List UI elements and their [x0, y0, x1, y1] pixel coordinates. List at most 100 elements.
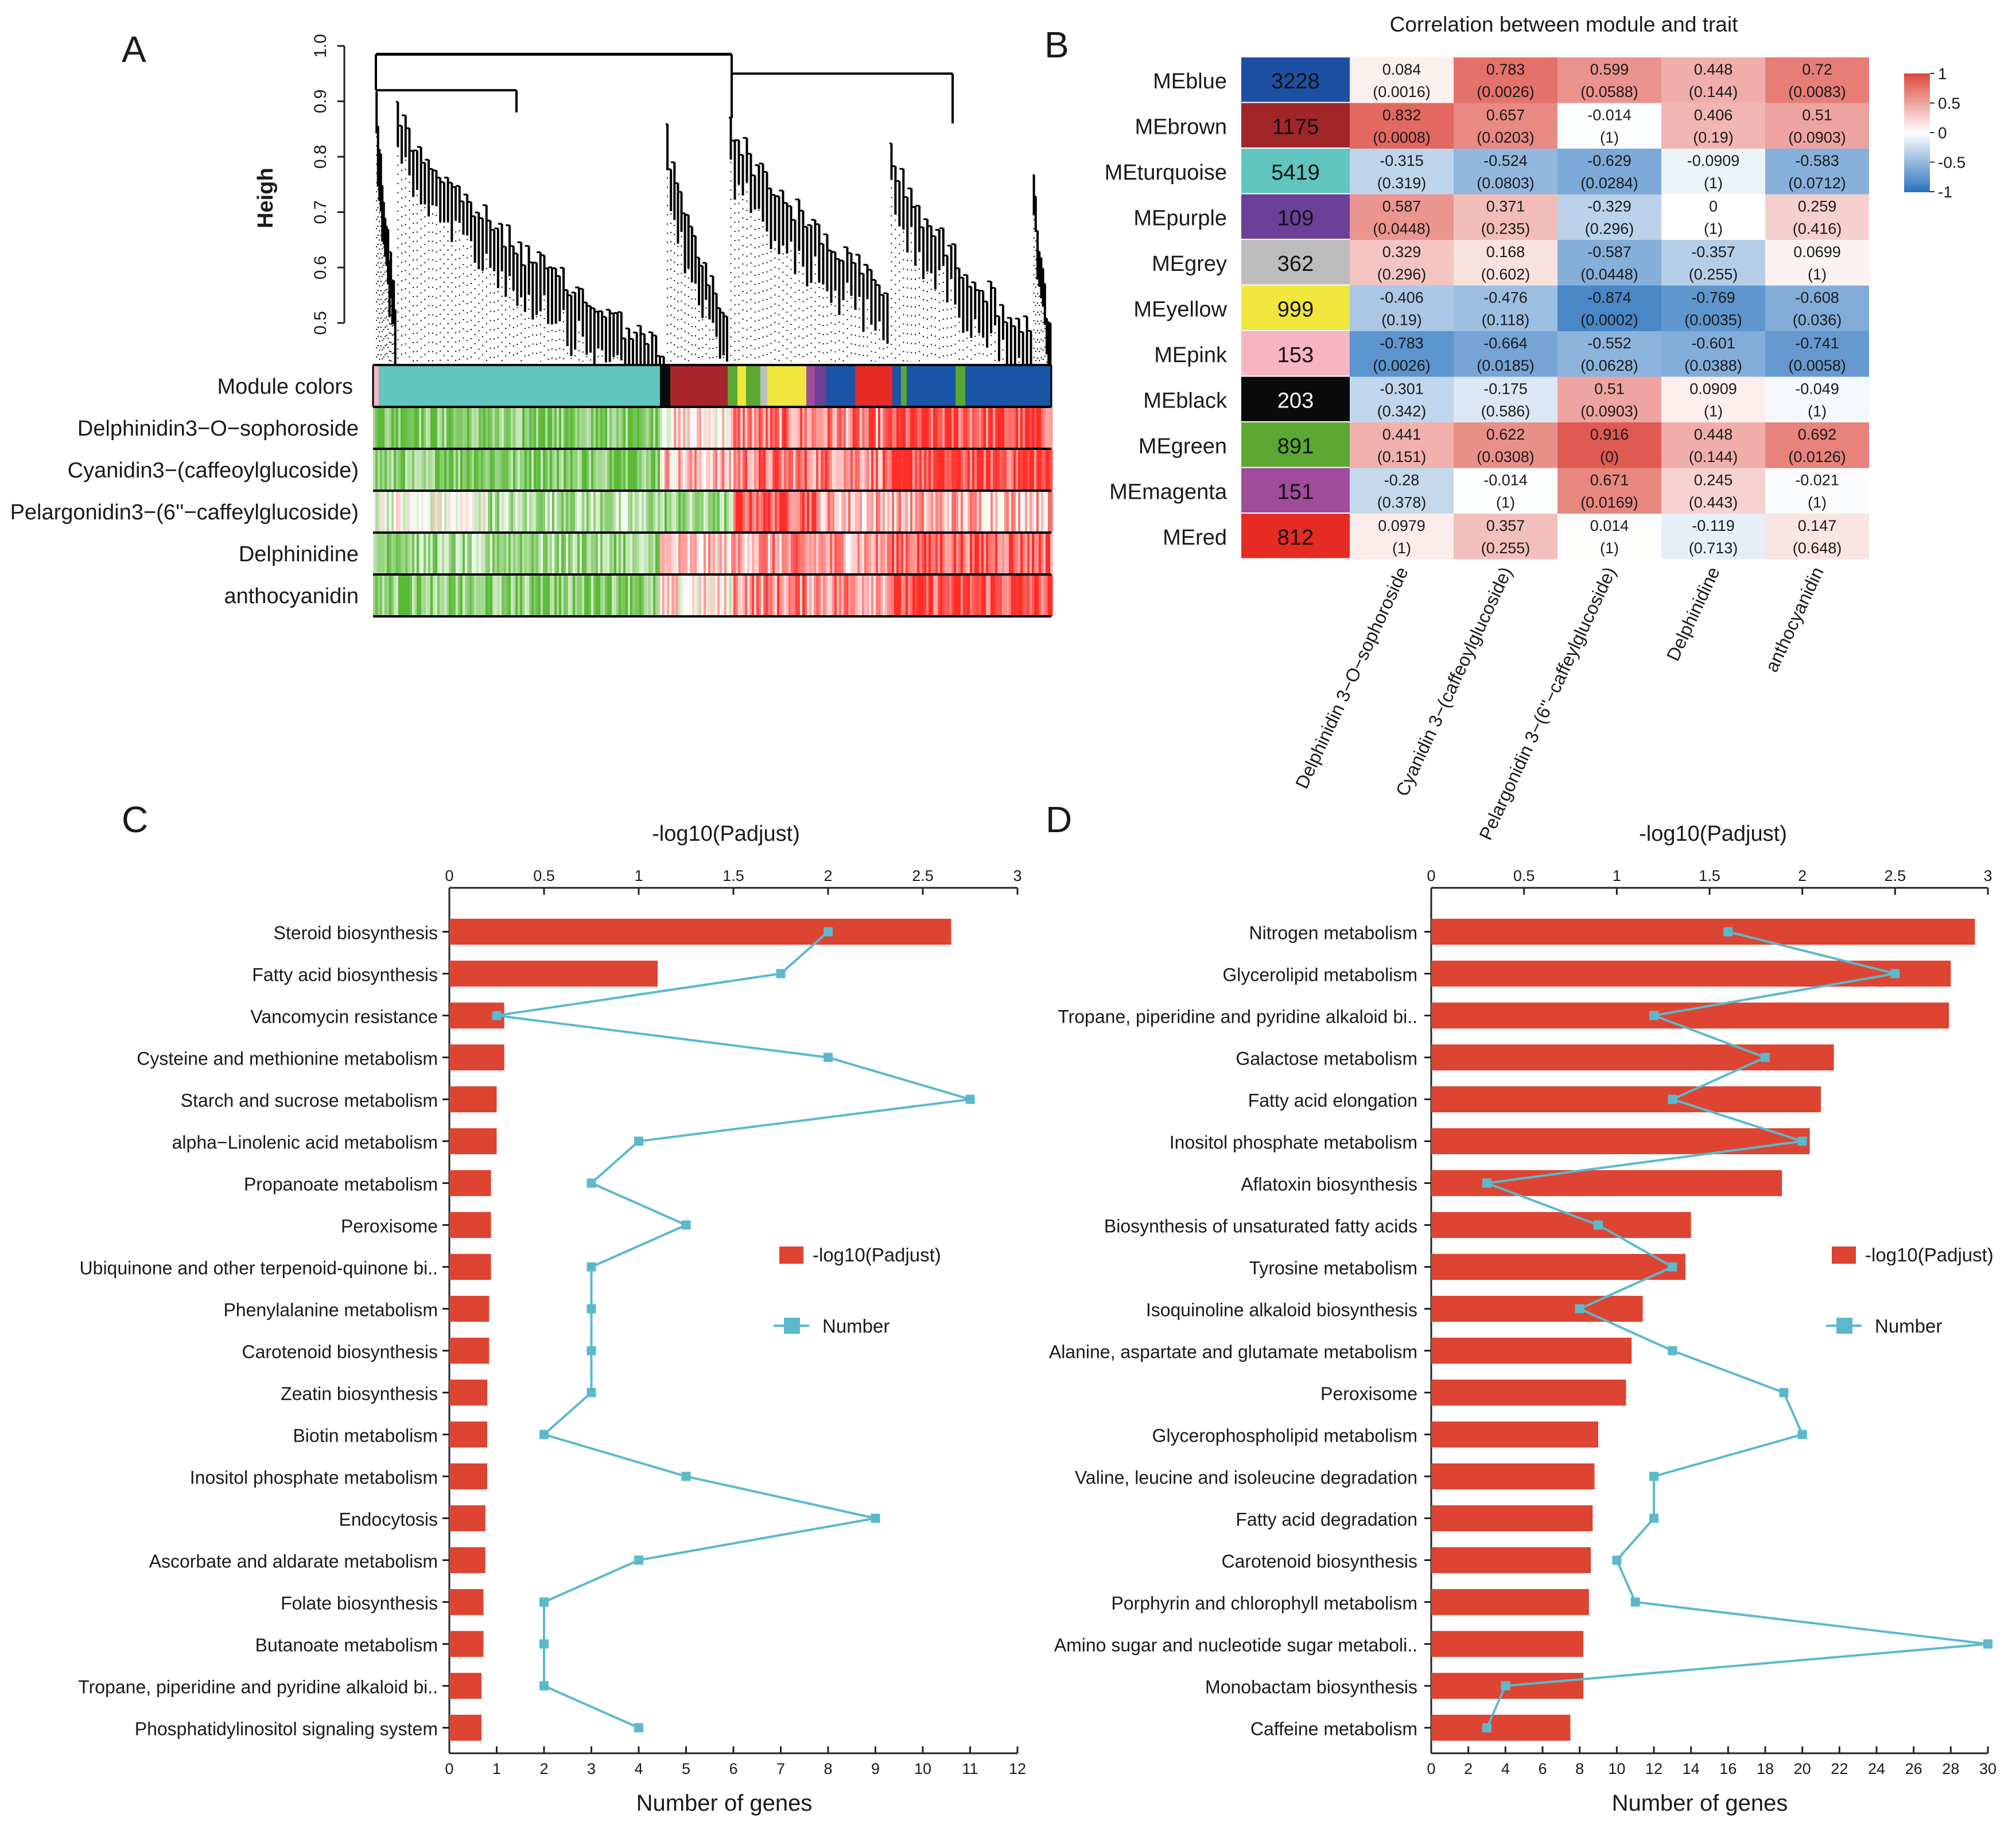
number-marker	[1668, 1262, 1677, 1272]
trait-band-strip	[398, 491, 401, 533]
trait-band-strip	[903, 407, 906, 449]
trait-band-strip	[740, 407, 743, 449]
trait-band-strip	[685, 491, 688, 533]
trait-band-strip	[961, 407, 964, 449]
trait-band-strip	[1013, 491, 1016, 533]
top-axis-tick-label: 2	[1798, 867, 1807, 884]
heatmap-cell-pvalue: (0.0628)	[1580, 357, 1638, 374]
trait-band-strip	[759, 491, 762, 533]
trait-band-strip	[818, 449, 821, 491]
trait-band-strip	[979, 533, 982, 574]
trait-band-strip	[958, 491, 961, 533]
trait-band-strip	[552, 491, 555, 533]
heatmap-cell-value: -0.329	[1587, 198, 1632, 215]
trait-band-strip	[850, 533, 853, 574]
trait-band-strip	[380, 533, 383, 574]
trait-band-strip	[586, 407, 589, 449]
top-axis-tick-label: 0	[445, 867, 453, 884]
trait-band-strip	[924, 533, 927, 574]
trait-band-strip	[933, 574, 936, 616]
trait-band-strip	[811, 533, 814, 574]
trait-band-strip	[818, 574, 821, 616]
colorbar-segment	[1904, 172, 1930, 175]
trait-band-strip	[883, 491, 885, 533]
top-axis-tick-label: 2.5	[1885, 867, 1906, 884]
trait-band-strip	[639, 407, 642, 449]
trait-band-strip	[593, 574, 596, 616]
trait-band-strip	[605, 449, 608, 491]
trait-band-strip	[1007, 533, 1009, 574]
trait-band-strip	[743, 574, 745, 616]
trait-band-strip	[580, 491, 582, 533]
trait-band-strip	[451, 407, 454, 449]
number-marker	[586, 1304, 596, 1314]
trait-band-strip	[841, 449, 844, 491]
trait-band-strip	[446, 491, 449, 533]
trait-band-strip	[857, 407, 860, 449]
trait-band-strip	[694, 491, 697, 533]
trait-band-strip	[508, 491, 511, 533]
trait-band-strip	[616, 491, 619, 533]
trait-band-strip	[867, 491, 869, 533]
trait-band-strip	[685, 574, 688, 616]
trait-band-strip	[933, 491, 936, 533]
heatmap-cell-pvalue: (0.296)	[1585, 220, 1634, 238]
trait-band-strip	[938, 533, 941, 574]
trait-band-strip	[912, 574, 915, 616]
trait-band-strip	[665, 407, 667, 449]
trait-band-strip	[396, 533, 399, 574]
trait-band-strip	[669, 533, 672, 574]
trait-band-strip	[616, 407, 619, 449]
number-marker	[539, 1681, 549, 1691]
trait-band-strip	[1011, 449, 1014, 491]
module-color-cell	[1241, 468, 1350, 512]
trait-band-strip	[1048, 574, 1051, 616]
trait-band-strip	[586, 533, 589, 574]
trait-band-strip	[922, 491, 925, 533]
trait-band-strip	[935, 533, 938, 574]
trait-band-strip	[536, 574, 539, 616]
trait-band-strip	[761, 407, 764, 449]
trait-band-strip	[791, 574, 794, 616]
heatmap-cell-pvalue: (0.443)	[1689, 494, 1738, 511]
trait-band-strip	[834, 407, 837, 449]
trait-band-strip	[446, 574, 449, 616]
trait-band-strip	[935, 407, 938, 449]
trait-band-strip	[637, 449, 640, 491]
trait-band-strip	[607, 449, 610, 491]
colorbar-segment	[1904, 184, 1930, 187]
category-label: Phenylalanine metabolism	[223, 1300, 438, 1321]
trait-band-strip	[465, 407, 468, 449]
trait-band-strip	[963, 574, 966, 616]
trait-band-strip	[1002, 574, 1005, 616]
trait-band-strip	[607, 407, 610, 449]
colorbar-segment	[1904, 156, 1930, 159]
trait-band-strip	[929, 407, 931, 449]
trait-band-strip	[444, 407, 447, 449]
heatmap-cell-value: 0.147	[1798, 517, 1837, 534]
trait-band-strip	[426, 574, 429, 616]
trait-band-strip	[766, 533, 768, 574]
trait-band-strip	[573, 407, 576, 449]
trait-band-strip	[738, 407, 741, 449]
trait-band-strip	[848, 491, 851, 533]
trait-band-strip	[931, 574, 934, 616]
trait-band-strip	[419, 533, 422, 574]
trait-band-strip	[453, 407, 456, 449]
trait-band-strip	[747, 491, 750, 533]
trait-band-strip	[777, 407, 780, 449]
trait-band-strip	[889, 574, 892, 616]
trait-band-strip	[883, 449, 885, 491]
colorbar-segment	[1904, 160, 1930, 163]
trait-band-strip	[511, 533, 514, 574]
trait-band-strip	[577, 491, 580, 533]
trait-band-strip	[497, 533, 500, 574]
trait-band-strip	[1018, 407, 1021, 449]
trait-band-strip	[968, 533, 970, 574]
trait-band-strip	[795, 407, 798, 449]
bar	[449, 960, 658, 987]
trait-band-strip	[667, 491, 670, 533]
module-color-cell	[1241, 240, 1350, 285]
trait-band-strip	[694, 574, 697, 616]
module-name: MEmagenta	[1109, 480, 1228, 504]
